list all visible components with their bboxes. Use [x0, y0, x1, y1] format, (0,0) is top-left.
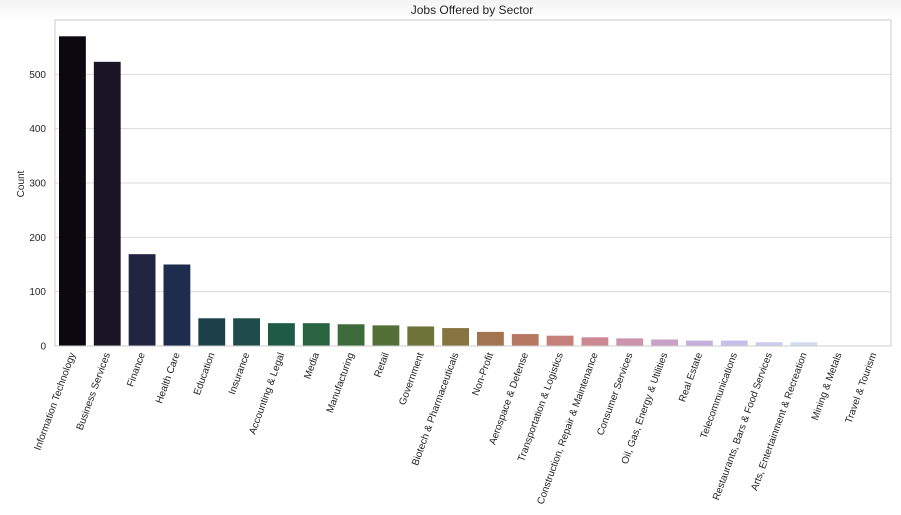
bar-6: [233, 318, 260, 346]
bar-2: [93, 61, 121, 346]
bar-15: [546, 335, 574, 346]
x-tick-label: Government: [397, 351, 426, 407]
bar-21: [755, 342, 783, 346]
y-tick-label: 0: [40, 342, 46, 353]
x-tick-label: Manufacturing: [325, 351, 357, 414]
bar-7: [268, 323, 295, 346]
x-tick-label: Aerospace & Defense: [487, 351, 531, 447]
bar-9: [337, 324, 365, 346]
bar-16: [581, 337, 609, 346]
bar-14: [511, 334, 539, 346]
bars: [59, 36, 887, 347]
bar-20: [720, 340, 748, 346]
y-tick-label: 200: [29, 233, 46, 244]
bar-12: [442, 328, 469, 346]
window-top-strip: [0, 0, 901, 20]
bar-22: [790, 342, 818, 346]
x-tick-label: Mining & Metals: [810, 351, 845, 422]
x-tick-label: Construction, Repair & Maintenance: [535, 351, 600, 506]
bar-13: [477, 331, 504, 346]
x-tick-label: Media: [302, 351, 322, 381]
bar-10: [372, 325, 400, 346]
x-tick-label: Health Care: [154, 351, 183, 405]
bar-19: [686, 340, 713, 346]
y-tick-label: 500: [29, 70, 46, 81]
x-tick-label: Business Services: [75, 351, 113, 432]
y-tick-label: 300: [29, 179, 46, 190]
x-tick-label: Consumer Services: [595, 351, 635, 437]
x-tick-label: Real Estate: [677, 351, 705, 404]
bar-17: [616, 338, 644, 346]
bar-1: [59, 36, 86, 347]
y-axis-ticks: 0 100 200 300 400 500: [29, 70, 46, 353]
x-tick-label: Education: [192, 351, 218, 397]
bar-11: [407, 326, 435, 346]
x-tick-label: Retail: [373, 351, 392, 379]
bar-5: [198, 318, 226, 346]
y-tick-label: 400: [29, 124, 46, 135]
y-tick-label: 100: [29, 287, 46, 298]
x-tick-label: Finance: [125, 351, 148, 389]
plot-frame: [54, 19, 892, 347]
x-tick-label: Information Technology: [33, 351, 79, 452]
x-tick-label: Travel & Tourism: [844, 351, 880, 425]
bar-4: [163, 264, 191, 346]
y-axis-label: Count: [16, 170, 27, 197]
x-tick-label: Non-Profit: [471, 351, 497, 397]
chart-title: Jobs Offered by Sector: [411, 3, 534, 17]
bar-8: [302, 323, 330, 346]
bar-18: [651, 339, 678, 346]
x-tick-label: Accounting & Legal: [247, 351, 287, 436]
x-tick-label: Telecommunications: [699, 351, 740, 440]
bar-3: [128, 254, 156, 346]
x-tick-label: Insurance: [227, 351, 253, 396]
